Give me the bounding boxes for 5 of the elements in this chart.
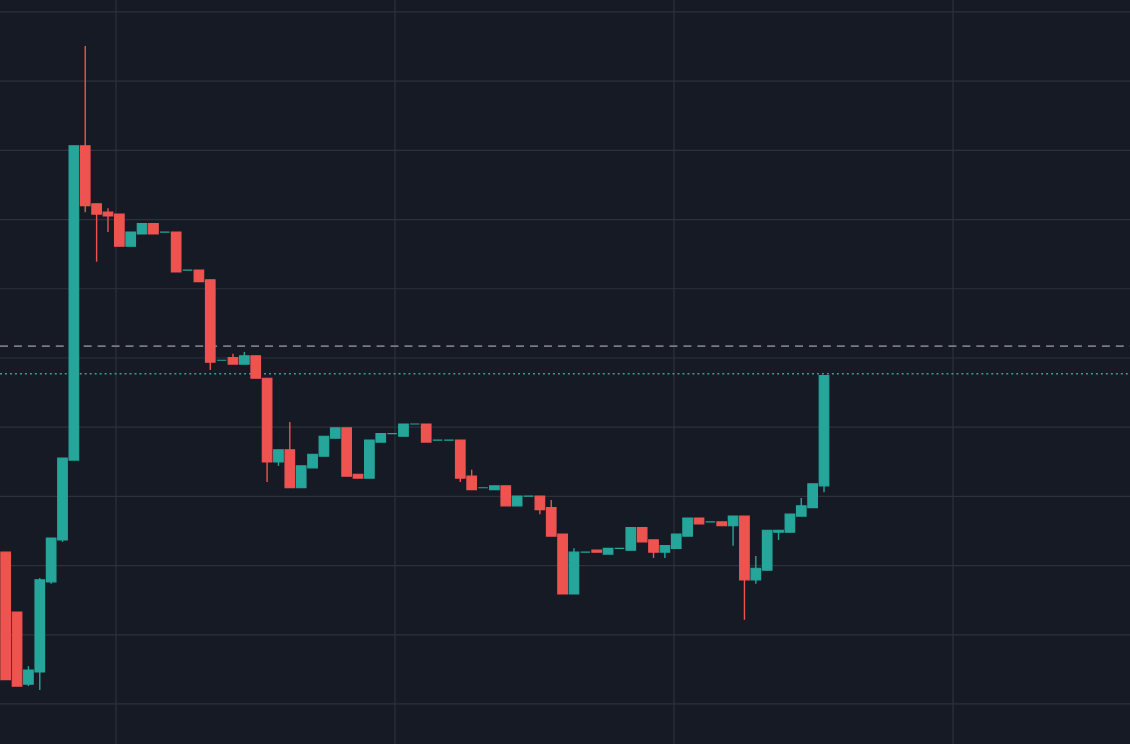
candlestick [500,485,512,507]
candlestick [284,421,296,489]
candlestick [727,515,739,547]
candlestick [420,423,432,443]
candlestick [170,231,182,273]
